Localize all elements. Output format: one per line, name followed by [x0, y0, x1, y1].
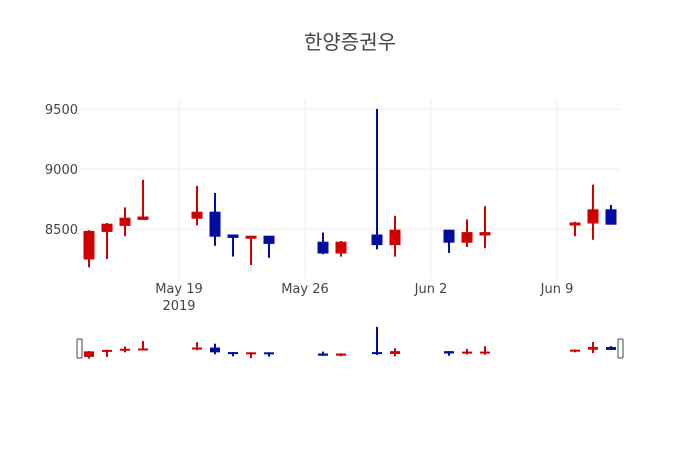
candle[interactable] [227, 234, 239, 257]
candle[interactable] [317, 232, 329, 255]
x-axis: May 19 2019 May 26 Jun 2 Jun 9 [155, 282, 573, 314]
candle[interactable] [245, 235, 257, 265]
candle[interactable] [101, 223, 113, 259]
candle[interactable] [209, 193, 221, 246]
range-slider-handle-right[interactable] [617, 338, 624, 359]
x-tick-label: Jun 9 [540, 282, 574, 297]
candle[interactable] [137, 179, 149, 220]
y-axis: 8500 9000 9500 [45, 103, 78, 238]
candles-main[interactable] [83, 109, 617, 268]
y-tick-label: 9000 [45, 163, 78, 178]
range-slider-candles [84, 326, 616, 359]
grid-lines [80, 100, 620, 278]
candle[interactable] [461, 219, 473, 247]
candle[interactable] [569, 221, 581, 237]
candle[interactable] [479, 206, 491, 249]
x-tick-label: Jun 2 [414, 282, 448, 297]
candle[interactable] [605, 205, 617, 225]
candle[interactable] [371, 109, 383, 250]
y-tick-label: 8500 [45, 223, 78, 238]
x-tick-year: 2019 [162, 299, 195, 314]
candle[interactable] [443, 229, 455, 253]
candle[interactable] [587, 184, 599, 240]
candle[interactable] [191, 185, 203, 226]
y-tick-label: 9500 [45, 103, 78, 118]
range-slider[interactable] [76, 326, 624, 359]
chart-title: 한양증권우 [304, 30, 396, 54]
x-tick-label: May 26 [281, 282, 329, 297]
candle[interactable] [335, 241, 347, 257]
candle[interactable] [263, 235, 275, 258]
candle[interactable] [119, 207, 131, 237]
x-tick-label: May 19 [155, 282, 203, 297]
candle[interactable] [389, 215, 401, 257]
candle[interactable] [83, 230, 95, 268]
range-slider-handle-left[interactable] [76, 338, 83, 359]
